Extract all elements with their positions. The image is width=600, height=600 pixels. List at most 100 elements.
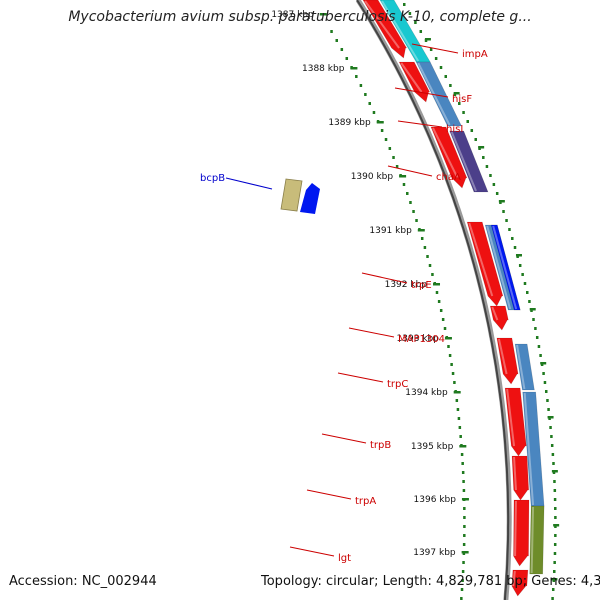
ring-dot (553, 561, 556, 564)
ring-dot (335, 39, 339, 42)
gene-labels: impA hisF hisI chaA bcpB trpE MAP1304 trpC trpB t… (200, 43, 488, 564)
ring-dot (539, 354, 542, 357)
ring-dot (439, 66, 443, 69)
ring-dot (553, 570, 556, 573)
kbp-tick (433, 283, 441, 286)
kbp-tick (459, 445, 467, 448)
kbp-tick-label: 1393 kbp (397, 334, 440, 344)
ring-dot (461, 579, 464, 582)
ring-dot (532, 318, 535, 321)
ring-dot (423, 246, 427, 249)
ring-dot (461, 462, 464, 465)
gene-label-trpe[interactable]: trpE (411, 280, 432, 291)
label-leader-line (348, 327, 395, 338)
ring-dot (449, 84, 452, 87)
gene-block-hisF (415, 61, 462, 127)
outer-tick (540, 362, 547, 365)
ring-dot (554, 534, 557, 537)
kbp-tick (461, 551, 469, 554)
gene-label-chaa[interactable]: chaA (436, 172, 461, 183)
kbp-tick (319, 13, 327, 16)
gene-label-trpc[interactable]: trpC (387, 379, 408, 390)
gene-red-arrow (466, 221, 504, 307)
ring-dot (428, 264, 432, 267)
gene-label-hisf[interactable]: hisF (452, 94, 472, 105)
ring-dot (551, 588, 555, 591)
gene-label-impa[interactable]: impA (462, 49, 488, 60)
gene-block-lgt (529, 505, 545, 575)
ring-dot (460, 453, 464, 456)
gene-red-arrow-shine (506, 388, 516, 447)
ring-dot (553, 552, 557, 555)
ring-dot (451, 372, 455, 375)
gene-label-map1304[interactable]: MAP1304 (398, 334, 445, 345)
gene-red-arrow (511, 455, 530, 501)
gene-block-trpE-core (490, 224, 521, 311)
gene-block-chaA-shine (450, 131, 477, 192)
label-leader-line (321, 433, 367, 444)
gene-red-arrow-shine (364, 0, 400, 49)
kbp-tick-label: 1391 kbp (369, 226, 412, 236)
gene-block-bcpB (280, 178, 303, 212)
gene-red-arrow (489, 305, 509, 331)
gene-label-trpa[interactable]: trpA (355, 496, 376, 507)
ring-dot (535, 336, 539, 339)
kbp-tick-label: 1397 kbp (413, 548, 456, 558)
gene-red-arrow-shine (468, 222, 494, 297)
gene-red-arrow-shine (497, 338, 508, 375)
ring-dot (409, 201, 412, 204)
ring-dot (395, 165, 399, 168)
kbp-tick-label: 1387 kbp (271, 10, 314, 20)
ring-dot (437, 300, 441, 303)
kbp-tick-label: 1394 kbp (405, 388, 448, 398)
gene-red-arrow-shine (400, 62, 423, 93)
ring-dot (408, 12, 412, 15)
ring-dot (455, 399, 459, 402)
ring-dot (439, 309, 443, 312)
ring-dot (384, 138, 388, 141)
ring-dot (550, 435, 553, 438)
ring-dot (553, 480, 556, 483)
kbp-tick (399, 175, 407, 178)
ring-dot (388, 147, 392, 150)
ring-dot (456, 408, 460, 411)
ring-dot (463, 516, 466, 519)
gene-block-trpB-trpA-shine (523, 392, 535, 506)
gene-label-lgt[interactable]: lgt (338, 553, 351, 564)
label-leader-line (289, 546, 335, 557)
ring-dot (462, 111, 465, 114)
ring-dot (461, 570, 465, 573)
ring-dot (523, 282, 527, 285)
ring-dot (458, 426, 462, 429)
ring-dot (345, 57, 349, 60)
ring-dot (511, 237, 514, 240)
ring-dot (553, 489, 557, 492)
gene-red-arrow (511, 569, 529, 597)
topology-summary: Topology: circular; Length: 4,829,781 bp… (261, 574, 600, 589)
gene-label-trpb[interactable]: trpB (370, 440, 391, 451)
gene-features (280, 0, 545, 597)
kbp-tick-label: 1388 kbp (302, 64, 345, 74)
gene-block-hisF-shine (417, 62, 451, 126)
map-title: Mycobacterium avium subsp. paratuberculo… (68, 9, 532, 25)
gene-block-lgt-shine (530, 506, 535, 574)
gene-block-impA-shine (381, 0, 420, 62)
gene-block-chaA (449, 130, 489, 193)
ring-dot (368, 102, 371, 105)
ring-dot (453, 381, 456, 384)
outer-tick (515, 254, 522, 257)
ring-dot (458, 102, 461, 105)
ring-dot (448, 354, 452, 357)
gene-block-bcpB-arrow (300, 183, 320, 214)
ring-dot (420, 237, 424, 240)
gene-label-hisi[interactable]: hisI (446, 124, 463, 135)
ring-dot (402, 183, 406, 186)
ring-dot (403, 3, 406, 6)
gene-red-arrow (504, 387, 527, 457)
kbp-ticks: 1387 kbp 1388 kbp 1389 kbp 1390 kbp 1391 kbp… (271, 10, 560, 581)
gene-label-bcpb[interactable]: bcpB (200, 173, 225, 184)
gene-red-arrow (513, 499, 530, 567)
ring-dot (546, 399, 549, 402)
ring-dot (551, 453, 555, 456)
label-leader-line (387, 165, 433, 177)
